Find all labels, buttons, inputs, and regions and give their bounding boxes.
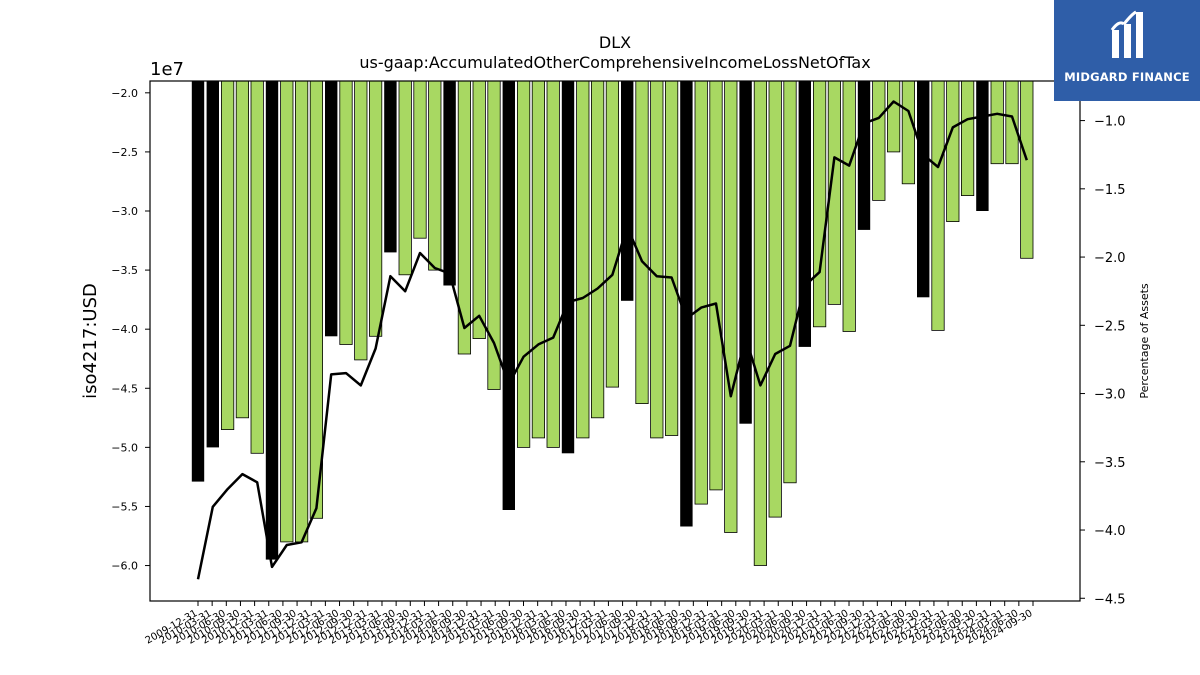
percentage-line: [196, 100, 1028, 580]
bar: [621, 81, 634, 301]
y-tick-label: −4.5: [111, 382, 138, 395]
bar: [872, 80, 886, 201]
brand-name: MIDGARD FINANCE: [1064, 70, 1190, 84]
bar: [798, 81, 811, 347]
bar: [517, 80, 531, 448]
bar: [546, 80, 560, 448]
axes: [149, 80, 1081, 602]
bar: [753, 80, 768, 566]
y2-axis-label: Percentage of Assets: [1138, 283, 1151, 399]
y-axis-right: −1.0 −1.5 −2.0 −2.5 −3.0 −3.5 −4.0 −4.5: [1080, 115, 1126, 607]
brand-logo: MIDGARD FINANCE: [1054, 0, 1200, 101]
line-layer: [196, 100, 1028, 580]
bar: [339, 80, 353, 345]
bar: [635, 80, 649, 405]
y-tick-label: −2.0: [111, 87, 138, 100]
bar: [842, 80, 856, 332]
y2-tick-label: −1.0: [1094, 115, 1126, 130]
bar: [768, 80, 782, 518]
bar: [990, 80, 1004, 165]
bar: [368, 80, 383, 337]
bar: [724, 80, 738, 533]
y2-tick-label: −1.5: [1094, 183, 1126, 198]
y2-tick-label: −2.5: [1094, 319, 1126, 334]
bar: [280, 80, 294, 543]
bar: [1005, 80, 1019, 165]
bar: [946, 80, 960, 223]
bar: [220, 80, 235, 431]
bar: [591, 80, 605, 419]
bar: [191, 81, 205, 482]
y-tick-label: −5.5: [111, 500, 138, 513]
bar: [413, 80, 427, 239]
bar: [531, 80, 546, 439]
bar: [428, 80, 442, 271]
bar: [961, 80, 975, 196]
bar: [813, 80, 827, 328]
bar: [917, 81, 930, 298]
y2-tick-label: −4.5: [1094, 592, 1126, 607]
y2-tick-label: −4.0: [1094, 524, 1126, 539]
bar: [294, 80, 309, 543]
y2-tick-label: −2.0: [1094, 251, 1126, 266]
bar: [502, 81, 515, 510]
y-tick-label: −3.0: [111, 205, 138, 218]
bar: [384, 81, 397, 253]
y-tick-label: −3.5: [111, 264, 138, 277]
bar-group: [191, 80, 1034, 566]
chart-title: DLX: [599, 33, 631, 52]
bar: [1020, 80, 1034, 259]
bar: [443, 81, 456, 286]
bar: [783, 80, 797, 484]
bar: [398, 80, 412, 276]
bar: [206, 81, 219, 448]
y-offset-label: 1e7: [150, 59, 184, 80]
bar: [857, 81, 871, 230]
x-axis: 2009-12-312010-03-312010-06-302010-09-30…: [144, 601, 1035, 647]
bar: [680, 81, 693, 527]
bar: [561, 81, 575, 454]
y-tick-label: −5.0: [111, 441, 138, 454]
y-tick-label: −6.0: [111, 560, 138, 573]
y-axis-left: −2.0 −2.5 −3.0 −3.5 −4.0 −4.5 −5.0 −5.5 −6.0: [111, 87, 150, 573]
bar: [650, 80, 664, 439]
bar: [665, 80, 679, 436]
bar: [694, 80, 708, 505]
y2-tick-label: −3.5: [1094, 456, 1126, 471]
bar: [605, 80, 620, 388]
bar: [309, 80, 324, 519]
bar: [354, 80, 368, 361]
bar: [472, 80, 486, 340]
bar: [250, 80, 264, 454]
y2-tick-label: −3.0: [1094, 388, 1126, 403]
bar: [901, 80, 916, 185]
bar: [235, 80, 249, 419]
bar: [325, 81, 338, 337]
bar: [931, 80, 945, 331]
y-tick-label: −2.5: [111, 146, 138, 159]
logo-mark-icon: [1110, 10, 1143, 58]
bar: [709, 80, 723, 491]
y-tick-label: −4.0: [111, 323, 138, 336]
y-axis-label: iso4217:USD: [80, 283, 101, 399]
bar: [265, 81, 279, 560]
chart-subtitle: us-gaap:AccumulatedOtherComprehensiveInc…: [359, 53, 870, 72]
bar: [887, 80, 901, 153]
bar: [576, 80, 590, 439]
plot-frame: [149, 80, 1081, 602]
bar: [739, 81, 752, 424]
bar: [976, 81, 989, 211]
